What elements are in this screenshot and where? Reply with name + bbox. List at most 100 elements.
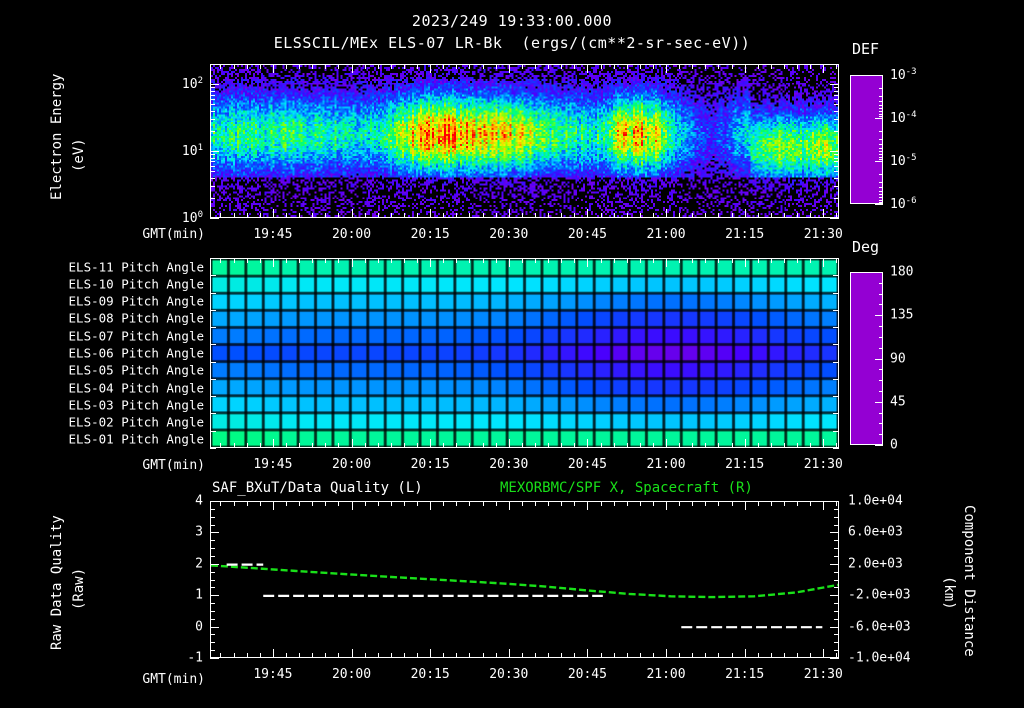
lineplot-left-y-tick-label: 2 xyxy=(195,556,203,572)
tick-mark xyxy=(679,258,680,263)
pitch-angle-pixels xyxy=(211,259,838,447)
tick-mark xyxy=(391,213,392,218)
tick-mark xyxy=(210,310,216,311)
tick-mark xyxy=(443,213,444,218)
tick-mark xyxy=(210,509,215,510)
tick-mark xyxy=(833,293,839,294)
tick-mark xyxy=(210,218,219,219)
tick-mark xyxy=(325,64,326,69)
tick-mark xyxy=(640,258,641,263)
deg-colorbar-tick-label: 180 xyxy=(890,264,914,280)
tick-mark xyxy=(640,443,641,448)
tick-mark xyxy=(469,64,470,69)
tick-mark xyxy=(365,501,366,506)
spectrogram-x-tick-label: 20:00 xyxy=(331,227,372,242)
pitch-angle-row-label: ELS-05 Pitch Angle xyxy=(68,362,204,378)
tick-mark xyxy=(210,396,216,397)
tick-mark xyxy=(548,213,549,218)
tick-mark xyxy=(509,649,510,658)
tick-mark xyxy=(833,379,839,380)
tick-mark xyxy=(483,258,484,263)
lineplot-x-tick-label: 20:15 xyxy=(410,667,450,682)
def-colorbar-gradient xyxy=(851,76,882,203)
tick-mark xyxy=(312,64,313,69)
spectrogram-x-tick-label: 21:30 xyxy=(803,227,843,242)
tick-mark xyxy=(771,258,772,263)
tick-mark xyxy=(614,64,615,69)
tick-mark xyxy=(299,213,300,218)
tick-mark xyxy=(260,258,261,263)
def-colorbar-tick-label: 10-4 xyxy=(890,109,917,127)
tick-mark xyxy=(325,213,326,218)
tick-mark xyxy=(234,653,235,658)
tick-mark xyxy=(732,501,733,506)
tick-mark xyxy=(834,158,839,159)
tick-mark xyxy=(365,64,366,69)
tick-mark xyxy=(210,379,216,380)
tick-mark xyxy=(830,501,839,502)
tick-mark xyxy=(210,517,215,518)
tick-mark xyxy=(220,258,221,263)
tick-mark xyxy=(640,501,641,506)
tick-mark xyxy=(784,213,785,218)
tick-mark xyxy=(522,653,523,658)
tick-mark xyxy=(836,501,837,506)
tick-mark xyxy=(879,182,883,183)
tick-mark xyxy=(784,64,785,69)
spectrogram-y-tick-label: 100 xyxy=(181,209,203,227)
tick-mark xyxy=(220,443,221,448)
tick-mark xyxy=(784,501,785,506)
tick-mark xyxy=(417,64,418,69)
tick-mark xyxy=(587,258,588,267)
tick-mark xyxy=(522,258,523,263)
spectrogram-y-tick-label: 102 xyxy=(181,75,203,93)
tick-mark xyxy=(653,653,654,658)
pitch-angle-x-tick-label: 19:45 xyxy=(253,457,293,472)
spectrogram-x-axis-label: GMT(min) xyxy=(142,227,205,242)
lineplot-right-y-tick-label: -6.0e+03 xyxy=(848,619,911,635)
tick-mark xyxy=(745,649,746,658)
tick-mark xyxy=(210,171,215,172)
tick-mark xyxy=(679,501,680,506)
data-quality-distance-panel xyxy=(210,501,839,658)
tick-mark xyxy=(601,501,602,506)
tick-mark xyxy=(273,439,274,448)
tick-mark xyxy=(810,258,811,263)
tick-mark xyxy=(797,213,798,218)
tick-mark xyxy=(834,634,839,635)
tick-mark xyxy=(456,258,457,263)
tick-mark xyxy=(210,166,215,167)
tick-mark xyxy=(338,501,339,506)
tick-mark xyxy=(718,653,719,658)
lineplot-x-tick-label: 19:45 xyxy=(253,667,293,682)
spectrogram-x-tick-label: 21:00 xyxy=(646,227,686,242)
tick-mark xyxy=(732,258,733,263)
pitch-angle-row-label: ELS-01 Pitch Angle xyxy=(68,431,204,447)
lineplot-right-y-axis-label: Component Distance xyxy=(961,505,977,657)
spectrogram-y-axis-label-units: (eV) xyxy=(71,138,87,172)
tick-mark xyxy=(758,258,759,263)
tick-mark xyxy=(210,650,215,651)
tick-mark xyxy=(404,443,405,448)
tick-mark xyxy=(836,653,837,658)
tick-mark xyxy=(834,178,839,179)
tick-mark xyxy=(834,548,839,549)
tick-mark xyxy=(443,443,444,448)
tick-mark xyxy=(771,501,772,506)
def-colorbar-tick-label: 10-5 xyxy=(890,152,917,170)
spectrogram-x-tick-label: 20:30 xyxy=(489,227,529,242)
tick-mark xyxy=(210,186,215,187)
pitch-angle-x-tick-label: 21:00 xyxy=(646,457,686,472)
tick-mark xyxy=(210,119,215,120)
tick-mark xyxy=(234,443,235,448)
tick-mark xyxy=(260,443,261,448)
tick-mark xyxy=(797,258,798,263)
tick-mark xyxy=(614,443,615,448)
tick-mark xyxy=(771,64,772,69)
tick-mark xyxy=(834,642,839,643)
tick-mark xyxy=(666,439,667,448)
tick-mark xyxy=(548,64,549,69)
tick-mark xyxy=(834,619,839,620)
lineplot-traces xyxy=(211,563,838,629)
